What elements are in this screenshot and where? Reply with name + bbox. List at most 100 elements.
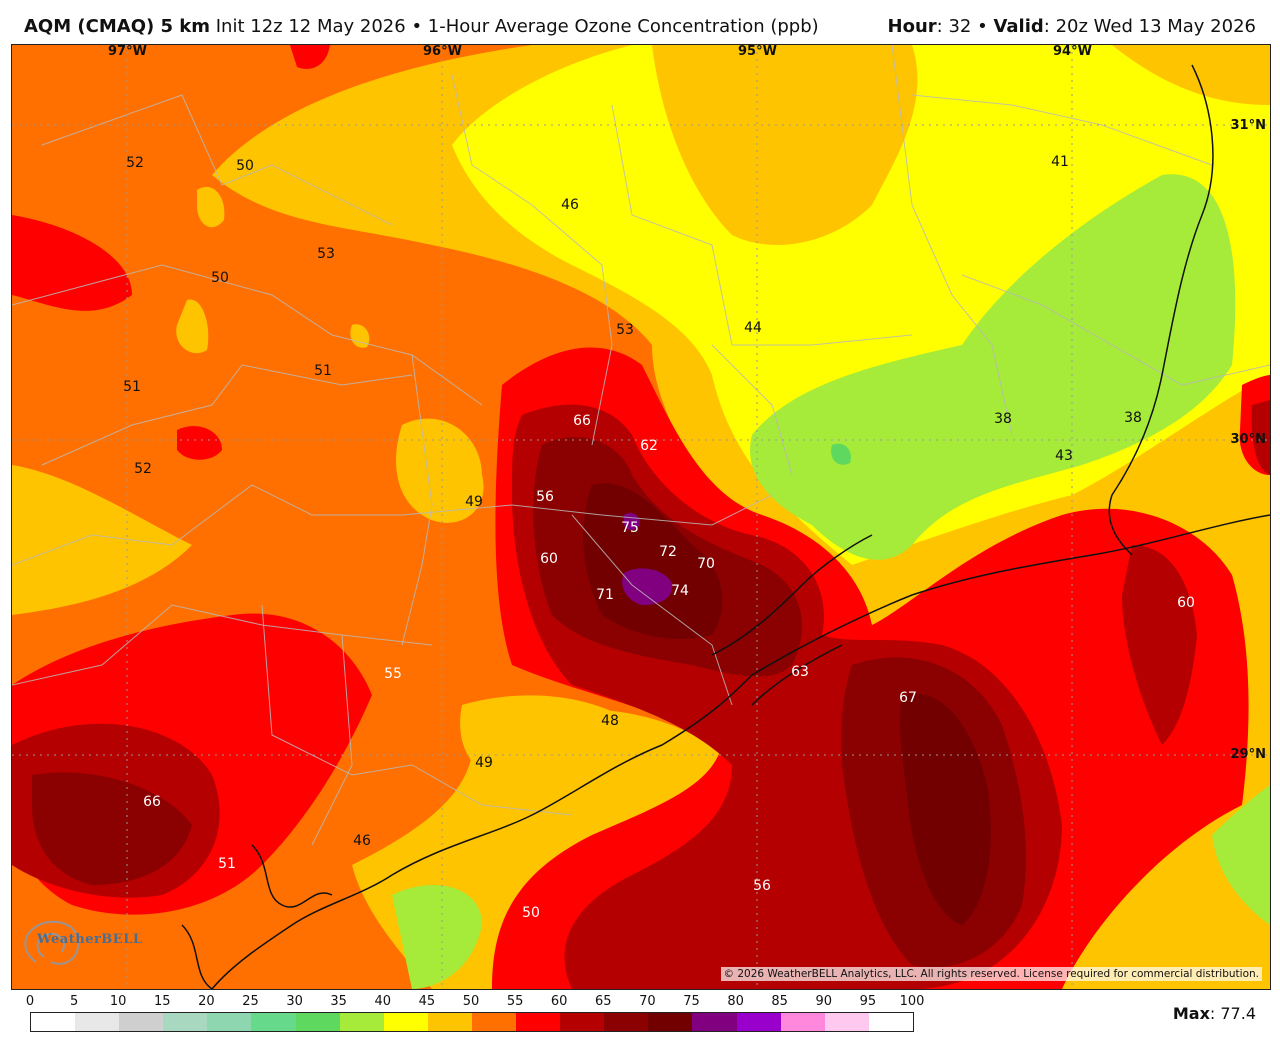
contour-value: 44	[744, 320, 762, 336]
contour-value: 51	[314, 363, 332, 379]
scale-swatch	[736, 1013, 781, 1031]
scale-swatch	[339, 1013, 384, 1031]
contour-value: 38	[994, 411, 1012, 427]
contour-value: 53	[616, 322, 634, 338]
scale-swatch	[207, 1013, 252, 1031]
title-separator: •	[977, 16, 988, 37]
scale-swatch	[75, 1013, 120, 1031]
scale-tick-label: 90	[815, 994, 833, 1009]
contour-value: 41	[1051, 154, 1069, 170]
scale-swatch	[31, 1013, 76, 1031]
valid-value: : 20z Wed 13 May 2026	[1043, 16, 1256, 37]
scale-swatch	[119, 1013, 164, 1031]
contour-value: 48	[601, 713, 619, 729]
scale-tick-label: 15	[154, 994, 171, 1009]
model-name: AQM (CMAQ) 5 km	[24, 16, 211, 37]
copyright-notice: © 2026 WeatherBELL Analytics, LLC. All r…	[720, 967, 1262, 981]
scale-swatch	[648, 1013, 693, 1031]
scale-tick-label: 45	[418, 994, 436, 1009]
ozone-map[interactable]	[11, 44, 1271, 990]
scale-tick-label: 20	[198, 994, 215, 1009]
contour-value: 70	[697, 556, 715, 572]
contour-value: 53	[317, 246, 335, 262]
scale-tick-label: 85	[771, 994, 788, 1009]
lon-label: 95°W	[738, 44, 777, 59]
scale-swatch	[427, 1013, 472, 1031]
scale-tick-label: 5	[69, 994, 79, 1009]
valid-label: Valid	[993, 16, 1044, 37]
contour-value: 43	[1055, 448, 1073, 464]
contour-value: 67	[899, 690, 917, 706]
scale-tick-label: 65	[595, 994, 612, 1009]
contour-value: 72	[659, 544, 677, 560]
lon-label: 96°W	[423, 44, 462, 59]
max-label: Max	[1172, 1004, 1210, 1023]
scale-swatch	[295, 1013, 340, 1031]
contour-value: 52	[126, 155, 144, 171]
hour-value: : 32	[936, 16, 972, 37]
scale-tick-label: 30	[286, 994, 303, 1009]
contour-value: 49	[465, 494, 483, 510]
contour-value: 51	[218, 856, 236, 872]
scale-tick-label: 10	[109, 994, 127, 1009]
lon-label: 94°W	[1053, 44, 1092, 59]
scale-swatch	[163, 1013, 208, 1031]
scale-tick-label: 70	[639, 994, 656, 1009]
contour-value: 60	[1177, 595, 1195, 611]
contour-value: 50	[236, 158, 254, 174]
lon-label: 97°W	[108, 44, 147, 59]
max-value: Max: 77.4	[1173, 1004, 1256, 1023]
contour-value: 49	[475, 755, 493, 771]
contour-value: 46	[561, 197, 579, 213]
scale-tick-label: 95	[859, 994, 877, 1009]
contour-value: 46	[353, 833, 371, 849]
scale-swatch	[516, 1013, 561, 1031]
lat-label: 31°N	[1230, 118, 1266, 133]
scale-swatch	[824, 1013, 869, 1031]
scale-swatch	[383, 1013, 428, 1031]
contour-value: 56	[753, 878, 771, 894]
scale-swatch	[471, 1013, 517, 1031]
scale-swatch	[868, 1013, 913, 1031]
scale-swatch	[604, 1013, 649, 1031]
contour-value: 74	[671, 583, 689, 599]
map-title: AQM (CMAQ) 5 km Init 12z 12 May 2026 • 1…	[24, 16, 819, 37]
scale-swatch	[560, 1013, 605, 1031]
scale-swatch	[251, 1013, 296, 1031]
logo-text: WeatherBELL	[37, 932, 143, 947]
scale-swatch	[780, 1013, 825, 1031]
contour-value: 66	[143, 794, 161, 810]
scale-tick-label: 55	[506, 994, 524, 1009]
valid-time: Hour: 32 • Valid: 20z Wed 13 May 2026	[888, 16, 1256, 37]
contour-value: 50	[522, 905, 540, 921]
contour-value: 38	[1124, 410, 1142, 426]
scale-tick-label: 50	[462, 994, 480, 1009]
scale-tick-label: 40	[374, 994, 392, 1009]
contour-value: 56	[536, 489, 554, 505]
contour-value: 75	[621, 520, 639, 536]
ozone-field	[12, 45, 1270, 989]
contour-value: 51	[123, 379, 141, 395]
contour-value: 60	[540, 551, 558, 567]
weatherbell-logo	[24, 920, 80, 965]
scale-tick-label: 80	[727, 994, 744, 1009]
contour-value: 50	[211, 270, 229, 286]
scale-tick-label: 75	[683, 994, 700, 1009]
contour-value: 66	[573, 413, 591, 429]
scale-swatch	[692, 1013, 737, 1031]
contour-value: 52	[134, 461, 152, 477]
contour-value: 63	[791, 664, 809, 680]
scale-tick-label: 25	[242, 994, 259, 1009]
max-number: : 77.4	[1209, 1004, 1256, 1023]
color-scale	[30, 1012, 914, 1032]
hour-label: Hour	[887, 16, 937, 37]
title-separator: •	[411, 16, 423, 37]
scale-tick-label: 35	[330, 994, 347, 1009]
contour-value: 62	[640, 438, 658, 454]
scale-tick-label: 0	[25, 994, 35, 1009]
lat-label: 29°N	[1230, 747, 1266, 762]
scale-tick-label: 60	[550, 994, 568, 1009]
product-name: 1-Hour Average Ozone Concentration (ppb)	[427, 16, 819, 37]
lat-label: 30°N	[1230, 432, 1266, 447]
scale-tick-label: 100	[899, 994, 925, 1009]
